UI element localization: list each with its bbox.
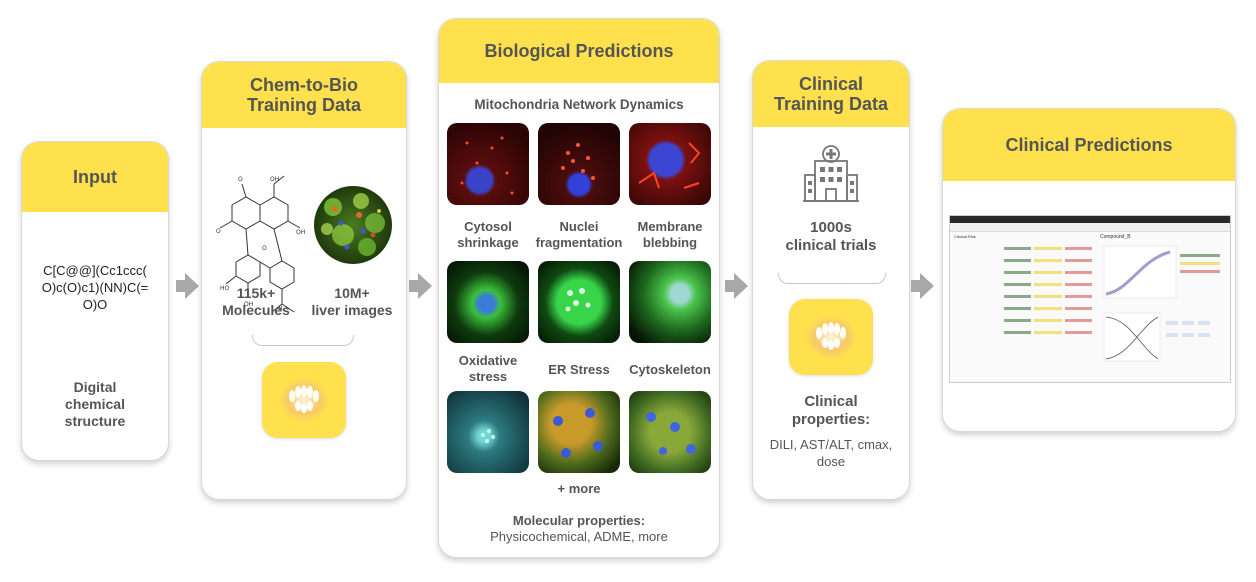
cell-image-row3-2: [538, 391, 620, 473]
cell-image-row3-3: [629, 391, 711, 473]
clinical-model-glow-icon: [805, 315, 857, 359]
screenshot-titlebar: [950, 216, 1230, 223]
label-cytoskeleton: Cytoskeleton: [629, 362, 711, 377]
label-oxidative-stress: Oxidative stress: [458, 353, 518, 384]
molecules-stat: 115k+ Molecules: [222, 285, 290, 318]
clinical-brace: [778, 273, 886, 284]
arrow-2: [409, 273, 432, 299]
clinical-training-title-2: Training Data: [773, 94, 889, 114]
clinical-training-card: Clinical Training Data 1000s clinical tr…: [752, 60, 910, 500]
cell-image-mito-2: [538, 123, 620, 205]
svg-text:OH: OH: [296, 229, 305, 236]
cell-image-green-1: [447, 261, 529, 343]
cell-image-mito-3: [629, 123, 711, 205]
svg-text:HO: HO: [220, 285, 230, 292]
clinical-training-title-1: Clinical: [798, 73, 864, 94]
bio-title: Biological Predictions: [484, 40, 674, 61]
label-nuclei-fragmentation: Nuclei fragmentation: [535, 219, 623, 250]
molecule-structure-image: OH O O OH HO OH N O: [216, 175, 305, 313]
cell-image-green-3: [629, 261, 711, 343]
label-cytosol-shrinkage: Cytosol shrinkage: [457, 219, 519, 250]
input-card: Input C[C@@](Cc1ccc( O)c(O)c1)(NN)C(= O)…: [21, 141, 169, 461]
svg-text:O: O: [262, 245, 267, 252]
clinical-model-app-icon: [789, 299, 873, 375]
arrow-4: [911, 273, 934, 299]
liver-image: [314, 186, 392, 264]
chem-card: Chem-to-Bio Training Data OH O O OH: [201, 61, 407, 500]
molecular-properties-title: Molecular properties:: [512, 513, 646, 528]
clinical-properties-title: Clinical properties:: [791, 393, 871, 428]
screenshot-crossing-chart: [1103, 312, 1210, 362]
svg-text:OH: OH: [244, 301, 253, 308]
input-card-header: Input: [22, 142, 168, 212]
molecular-properties-list: Physicochemical, ADME, more: [490, 529, 668, 544]
arrow-3: [725, 273, 748, 299]
input-title: Input: [73, 166, 117, 187]
screenshot-panel-title: Clinical Risk: [954, 234, 976, 239]
screenshot-curve-chart: [1103, 245, 1220, 299]
model-app-icon: [262, 362, 346, 438]
screenshot-left-panel: Clinical Risk: [954, 234, 1092, 378]
clinical-predictions-card: Clinical Predictions Clinical Risk Compo…: [942, 108, 1236, 432]
screenshot-navbar: [950, 223, 1230, 232]
input-caption: Digital chemical structure: [64, 379, 126, 429]
svg-text:O: O: [216, 228, 221, 235]
chem-title-line-2: Training Data: [246, 95, 362, 115]
hospital-icon: [803, 145, 859, 202]
model-glow-icon: [278, 378, 330, 422]
cell-image-row3-1: [447, 391, 529, 473]
bio-card-header: Biological Predictions: [439, 19, 719, 83]
chem-title-line-1: Chem-to-Bio: [250, 74, 358, 95]
svg-text:N: N: [278, 305, 283, 312]
svg-text:O: O: [238, 176, 243, 183]
svg-text:OH: OH: [270, 176, 279, 183]
label-er-stress: ER Stress: [548, 362, 610, 377]
app-screenshot: Clinical Risk Compound_B: [949, 215, 1231, 383]
screenshot-compound-title: Compound_B: [1100, 234, 1131, 240]
chem-card-header: Chem-to-Bio Training Data: [202, 62, 406, 128]
more-label: + more: [557, 481, 601, 496]
cell-image-green-2: [538, 261, 620, 343]
clinical-predictions-title: Clinical Predictions: [1005, 134, 1173, 155]
arrow-1: [176, 273, 199, 299]
clinical-predictions-header: Clinical Predictions: [943, 109, 1235, 181]
clinical-properties-list: DILI, AST/ALT, cmax, dose: [769, 437, 893, 469]
screenshot-right-panel: Compound_B: [1100, 234, 1224, 378]
clinical-training-header: Clinical Training Data: [753, 61, 909, 127]
images-stat: 10M+ liver images: [311, 285, 393, 318]
bio-card: Biological Predictions Mitochondria Netw…: [438, 18, 720, 558]
label-membrane-blebbing: Membrane blebbing: [637, 219, 703, 250]
clinical-trials-stat: 1000s clinical trials: [785, 219, 877, 254]
bio-subtitle: Mitochondria Network Dynamics: [474, 97, 684, 112]
smiles-text: C[C@@](Cc1ccc( O)c(O)c1)(NN)C(= O)O: [41, 263, 149, 313]
chem-brace: [252, 335, 354, 346]
screenshot-rows: [954, 247, 1092, 334]
cell-image-mito-1: [447, 123, 529, 205]
